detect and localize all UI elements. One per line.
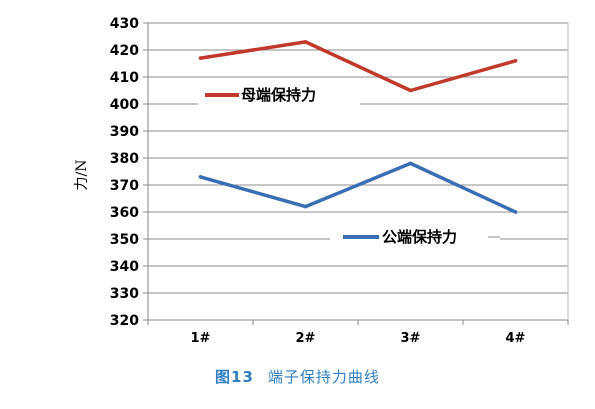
figure-number: 图13	[215, 368, 254, 386]
y-tick-label: 340	[110, 259, 139, 275]
data-point	[408, 161, 413, 166]
y-tick-label: 400	[110, 97, 139, 113]
y-tick-label: 350	[110, 232, 139, 248]
figure-caption: 图13 端子保持力曲线	[0, 366, 595, 387]
data-point	[303, 40, 308, 44]
x-tick-label: 4#	[506, 331, 526, 346]
data-point	[408, 88, 413, 93]
series-line-1	[198, 40, 518, 93]
y-tick-labels: 320 330 340 350 360 370 380 390 400 410 420 430	[110, 16, 139, 329]
y-tick-label: 420	[110, 43, 139, 59]
legend-label-2: 公端保持力	[382, 228, 457, 246]
y-tick-label: 330	[110, 286, 139, 302]
data-point	[513, 210, 518, 214]
x-tick-label: 2#	[296, 331, 316, 346]
y-tick-label: 430	[110, 16, 139, 32]
data-point	[513, 59, 518, 63]
y-tick-label: 380	[110, 151, 139, 167]
y-tick-label: 370	[110, 178, 139, 194]
figure-title: 端子保持力曲线	[267, 368, 380, 386]
y-tick-label: 410	[110, 70, 139, 86]
data-point	[303, 204, 308, 209]
x-tick-label: 3#	[401, 331, 421, 346]
y-tick-label: 320	[110, 313, 139, 329]
legend-label-1: 母端保持力	[241, 86, 316, 104]
y-tick-label: 360	[110, 205, 139, 221]
y-axis-label: 力/N	[74, 160, 90, 191]
data-series	[198, 40, 518, 214]
data-point	[198, 56, 203, 60]
x-tick-labels: 1# 2# 3# 4#	[191, 331, 526, 346]
x-tick-label: 1#	[191, 331, 211, 346]
data-point	[198, 175, 203, 179]
y-tick-label: 390	[110, 124, 139, 140]
series-line-2	[198, 161, 518, 214]
axes	[143, 22, 569, 325]
